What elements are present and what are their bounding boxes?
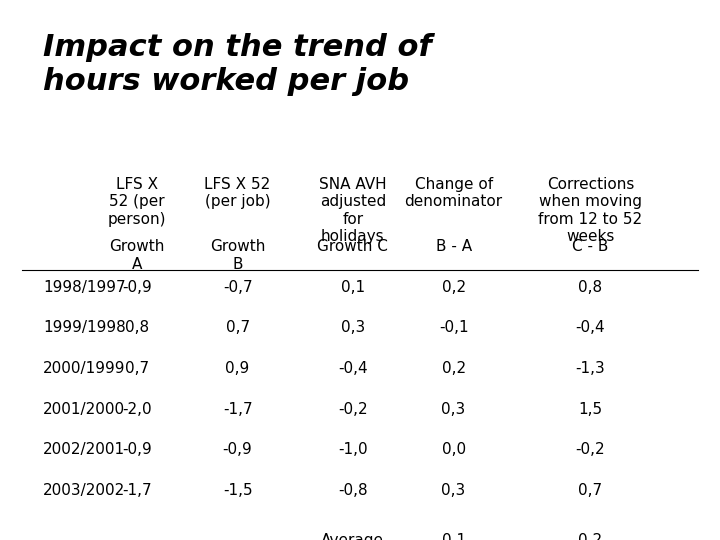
Text: 0,3: 0,3 [441,402,466,416]
Text: -0,1: -0,1 [438,320,469,335]
Text: 0,3: 0,3 [341,320,365,335]
Text: 1,5: 1,5 [578,402,603,416]
Text: -1,7: -1,7 [122,483,152,498]
Text: -0,2: -0,2 [575,442,606,457]
Text: 1999/1998: 1999/1998 [43,320,126,335]
Text: -0,4: -0,4 [575,320,606,335]
Text: Corrections
when moving
from 12 to 52
weeks: Corrections when moving from 12 to 52 we… [539,177,642,244]
Text: 0,3: 0,3 [441,483,466,498]
Text: 0,8: 0,8 [578,280,603,294]
Text: -0,7: -0,7 [222,280,253,294]
Text: -1,5: -1,5 [222,483,253,498]
Text: Growth
A: Growth A [109,239,164,272]
Text: 0,8: 0,8 [125,320,149,335]
Text: 2000/1999: 2000/1999 [43,361,126,376]
Text: Impact on the trend of
hours worked per job: Impact on the trend of hours worked per … [43,33,432,96]
Text: Growth C: Growth C [318,239,388,254]
Text: -0,9: -0,9 [122,442,152,457]
Text: SNA AVH
adjusted
for
holidays: SNA AVH adjusted for holidays [319,177,387,244]
Text: 0,2: 0,2 [441,280,466,294]
Text: 2002/2001: 2002/2001 [43,442,125,457]
Text: B - A: B - A [436,239,472,254]
Text: Average: Average [321,533,384,540]
Text: 0,2: 0,2 [441,361,466,376]
Text: LFS X 52
(per job): LFS X 52 (per job) [204,177,271,210]
Text: -1,3: -1,3 [575,361,606,376]
Text: -1,0: -1,0 [338,442,368,457]
Text: -1,7: -1,7 [222,402,253,416]
Text: C - B: C - B [572,239,608,254]
Text: 0,2: 0,2 [578,533,603,540]
Text: -0,9: -0,9 [222,442,253,457]
Text: 0,7: 0,7 [225,320,250,335]
Text: 0,7: 0,7 [125,361,149,376]
Text: -0,2: -0,2 [338,402,368,416]
Text: 2001/2000: 2001/2000 [43,402,125,416]
Text: Change of
denominator: Change of denominator [405,177,503,210]
Text: LFS X
52 (per
person): LFS X 52 (per person) [107,177,166,227]
Text: -0,9: -0,9 [122,280,152,294]
Text: 0,1: 0,1 [341,280,365,294]
Text: 0,1: 0,1 [441,533,466,540]
Text: -2,0: -2,0 [122,402,152,416]
Text: 0,9: 0,9 [225,361,250,376]
Text: 0,7: 0,7 [578,483,603,498]
Text: -0,4: -0,4 [338,361,368,376]
Text: 0,0: 0,0 [441,442,466,457]
Text: -0,8: -0,8 [338,483,368,498]
Text: 1998/1997: 1998/1997 [43,280,126,294]
Text: 2003/2002: 2003/2002 [43,483,125,498]
Text: Growth
B: Growth B [210,239,265,272]
